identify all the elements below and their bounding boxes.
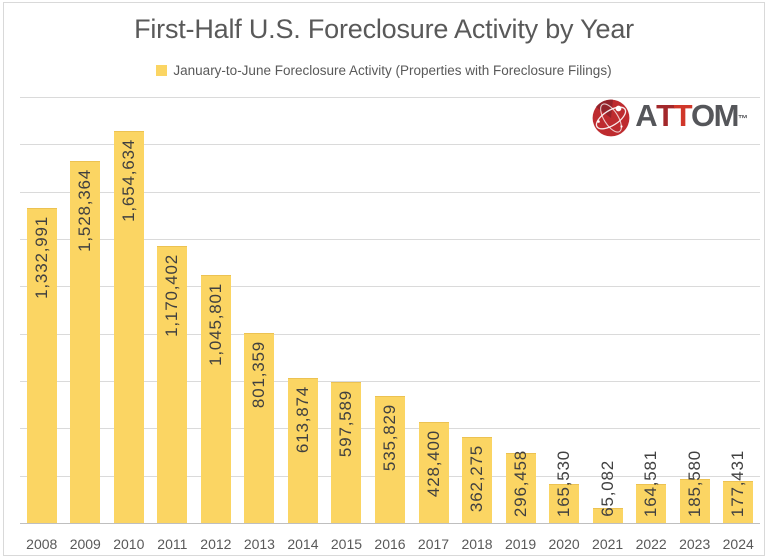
x-tick-2018: 2018 xyxy=(461,536,493,552)
x-tick-2011: 2011 xyxy=(157,536,188,552)
x-tick-2024: 2024 xyxy=(722,536,754,552)
gridline-1000000 xyxy=(20,286,760,288)
value-label-2010: 1,654,634 xyxy=(118,139,138,223)
x-tick-2019: 2019 xyxy=(504,536,537,552)
logo-letter-o: O xyxy=(691,98,715,133)
bar-2023 xyxy=(679,479,710,523)
bar-2010 xyxy=(113,131,144,523)
value-label-2019: 296,458 xyxy=(510,450,530,518)
x-tick-2008: 2008 xyxy=(26,536,58,552)
legend-marker-swatch xyxy=(156,64,168,76)
bar-2022 xyxy=(636,484,667,523)
value-label-2013: 801,359 xyxy=(249,341,269,409)
logo-letter-m: M xyxy=(713,98,740,133)
x-tick-2014: 2014 xyxy=(287,536,319,552)
attom-logo: A T T O M ™ xyxy=(592,98,748,138)
gridline-800000 xyxy=(20,333,760,335)
bar-2011 xyxy=(157,246,188,523)
value-label-2021: 65,082 xyxy=(597,460,617,517)
value-label-2022: 164,581 xyxy=(641,450,661,518)
gridline-1600000 xyxy=(20,144,760,146)
bar-2014 xyxy=(287,377,318,523)
x-tick-2013: 2013 xyxy=(243,536,275,552)
value-label-2016: 535,829 xyxy=(380,404,399,472)
x-tick-2017: 2017 xyxy=(417,536,450,552)
value-label-2008: 1,332,991 xyxy=(31,215,51,299)
x-tick-2022: 2022 xyxy=(635,536,667,552)
bar-2009 xyxy=(70,161,101,523)
logo-letter-t1: T xyxy=(656,98,675,133)
bar-2020 xyxy=(549,483,580,523)
gridline-1400000 xyxy=(20,191,760,193)
bar-2012 xyxy=(200,275,231,523)
value-label-2020: 165,530 xyxy=(554,450,574,518)
value-label-2011: 1,170,402 xyxy=(162,254,182,337)
value-label-2012: 1,045,801 xyxy=(205,283,225,367)
value-label-2018: 362,275 xyxy=(467,445,487,513)
x-tick-2020: 2020 xyxy=(548,536,580,552)
x-axis-line xyxy=(20,523,760,524)
value-label-2015: 597,589 xyxy=(336,389,356,457)
legend-label: January-to-June Foreclosure Activity (Pr… xyxy=(173,62,612,78)
logo-letter-t2: T xyxy=(673,98,693,133)
x-tick-2015: 2015 xyxy=(330,536,363,552)
attom-logo-text: A T T O M ™ xyxy=(635,97,748,139)
value-label-2009: 1,528,364 xyxy=(75,169,95,253)
legend: January-to-June Foreclosure Activity (Pr… xyxy=(0,60,768,80)
x-tick-2016: 2016 xyxy=(374,536,406,552)
value-label-2014: 613,874 xyxy=(292,385,312,453)
bar-2016 xyxy=(375,396,405,523)
logo-trademark: ™ xyxy=(738,114,748,125)
bar-2013 xyxy=(244,333,275,523)
bar-2019 xyxy=(505,452,536,523)
x-tick-2010: 2010 xyxy=(113,536,145,552)
gridline-1800000 xyxy=(20,97,760,98)
bar-2008 xyxy=(26,207,57,523)
bar-2017 xyxy=(418,421,449,523)
value-label-2024: 177,431 xyxy=(728,450,748,518)
bar-2015 xyxy=(331,381,362,523)
attom-globe-icon xyxy=(592,99,630,137)
logo-letter-a: A xyxy=(635,98,657,133)
x-tick-2009: 2009 xyxy=(69,536,101,552)
bar-2021 xyxy=(592,507,623,523)
gridline-1200000 xyxy=(20,239,760,240)
x-tick-2021: 2021 xyxy=(592,536,624,552)
bar-2018 xyxy=(462,437,493,523)
value-label-2017: 428,400 xyxy=(423,429,443,497)
value-label-2023: 185,580 xyxy=(684,450,704,518)
gridline-600000 xyxy=(20,381,760,382)
x-tick-2023: 2023 xyxy=(679,536,711,552)
bar-2024 xyxy=(723,481,754,523)
chart-title: First-Half U.S. Foreclosure Activity by … xyxy=(134,14,634,44)
x-tick-2012: 2012 xyxy=(200,536,232,552)
